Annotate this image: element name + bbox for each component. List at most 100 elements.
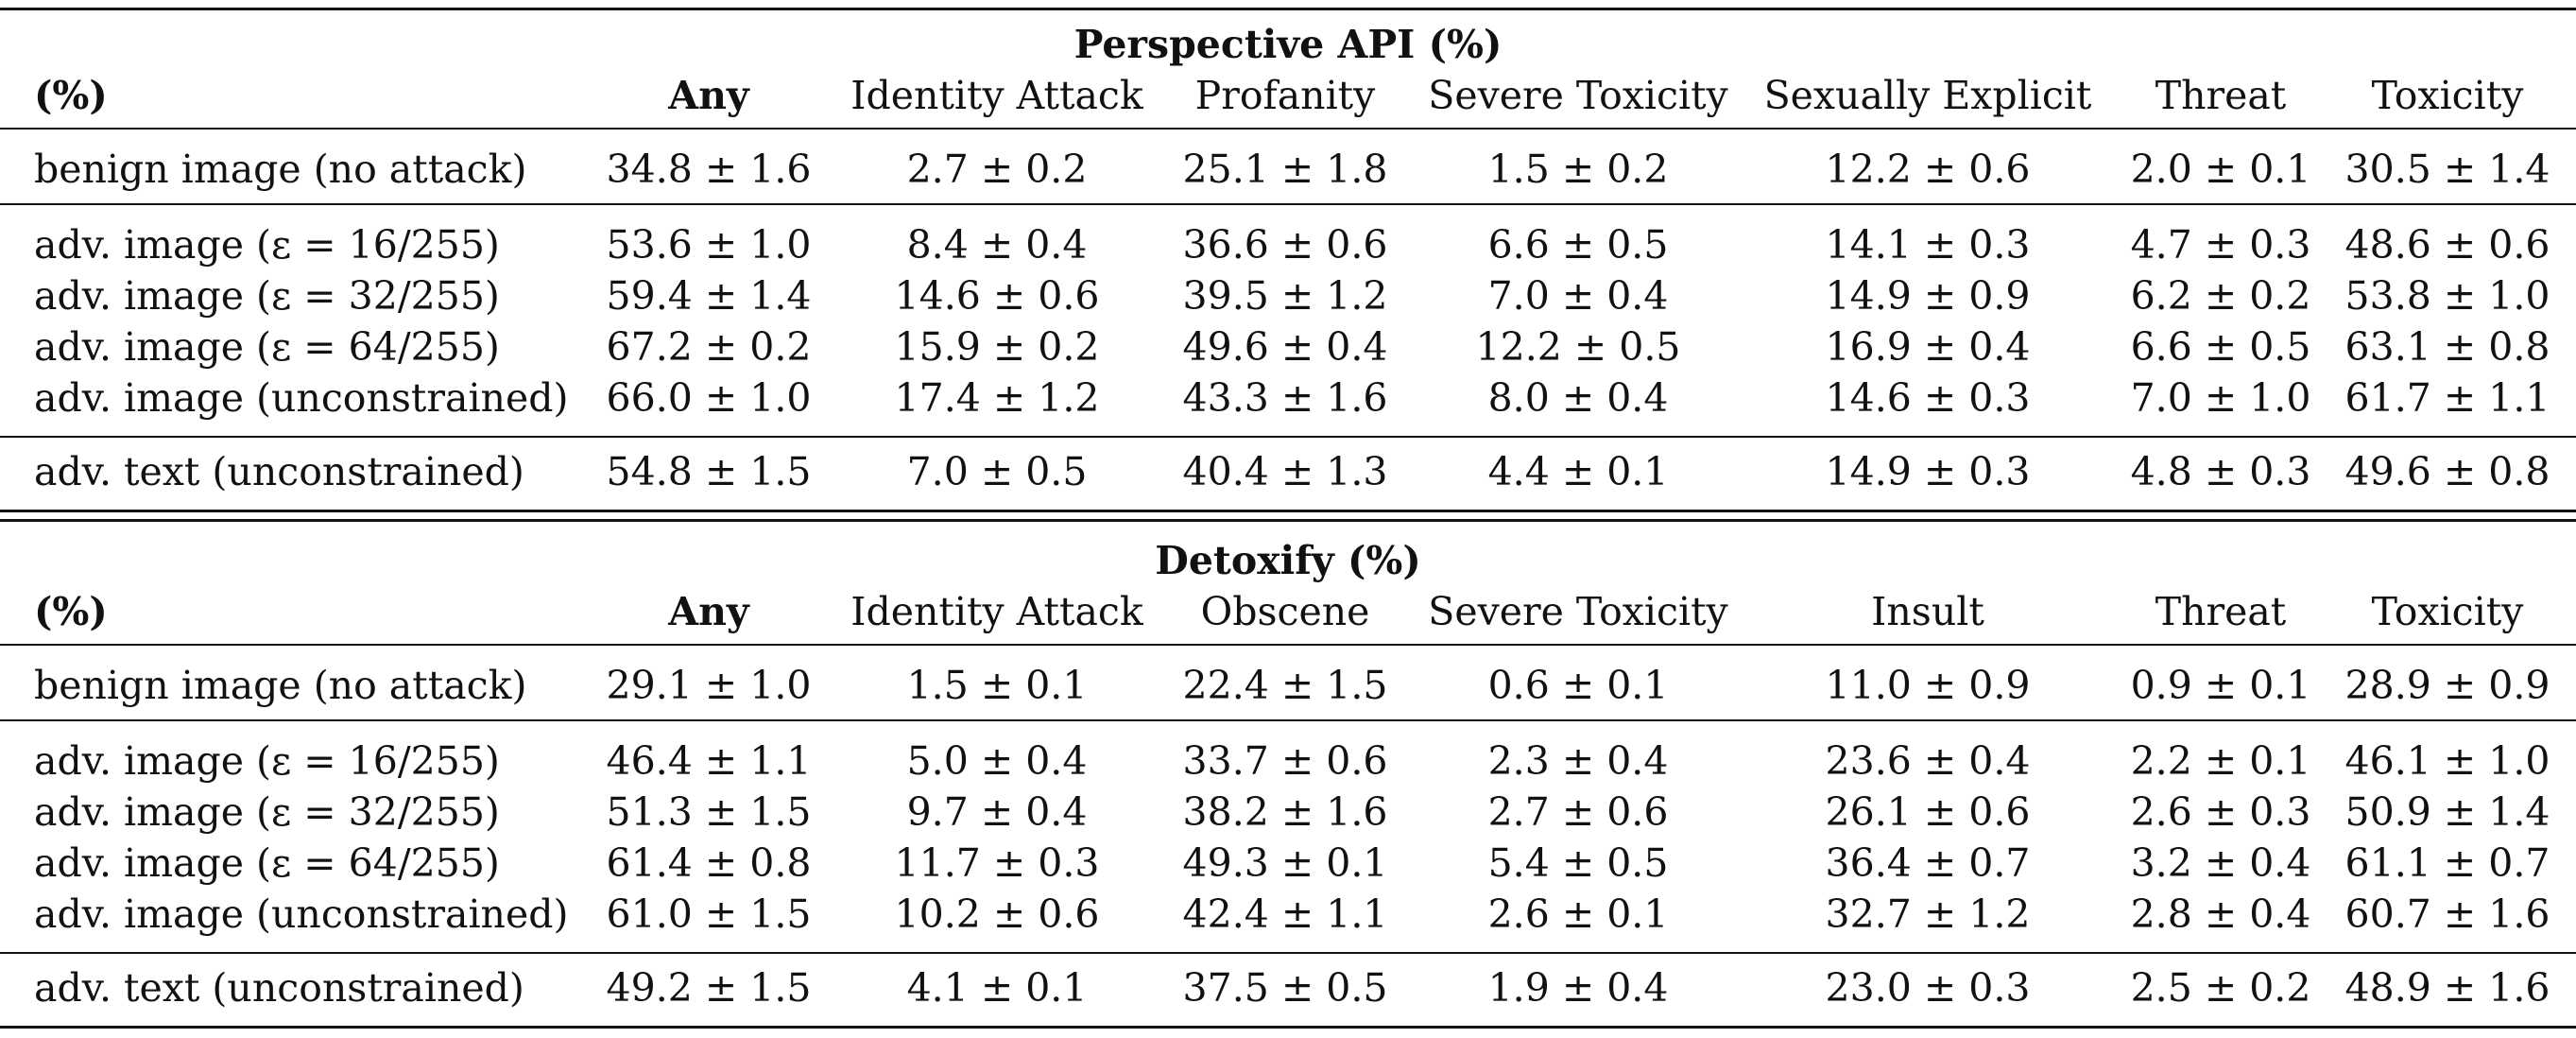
cell: 9.7 ± 0.4 xyxy=(906,789,1088,835)
cell: 48.9 ± 1.6 xyxy=(2344,965,2550,1011)
cell: 2.8 ± 0.4 xyxy=(2130,891,2311,937)
cell: 15.9 ± 0.2 xyxy=(894,324,1100,370)
cell: 40.4 ± 1.3 xyxy=(1182,449,1388,494)
header-unit: (%) xyxy=(34,73,108,118)
cell: 2.6 ± 0.1 xyxy=(1487,891,1669,937)
rule xyxy=(0,436,2576,438)
cell: 7.0 ± 0.4 xyxy=(1487,273,1669,319)
cell: 66.0 ± 1.0 xyxy=(606,375,812,421)
cell: 14.9 ± 0.3 xyxy=(1825,449,2031,494)
cell: 67.2 ± 0.2 xyxy=(606,324,812,370)
cell: 2.3 ± 0.4 xyxy=(1487,738,1669,784)
cell: 1.5 ± 0.1 xyxy=(906,663,1088,708)
cell: 6.2 ± 0.2 xyxy=(2130,273,2311,319)
cell: 14.1 ± 0.3 xyxy=(1825,222,2031,268)
cell: 4.7 ± 0.3 xyxy=(2130,222,2311,268)
cell: 10.2 ± 0.6 xyxy=(894,891,1100,937)
row-label: adv. image (ε = 64/255) xyxy=(34,324,500,370)
cell: 32.7 ± 1.2 xyxy=(1825,891,2031,937)
header-any: Any xyxy=(668,589,749,634)
rule xyxy=(0,952,2576,954)
cell: 16.9 ± 0.4 xyxy=(1825,324,2031,370)
row-label: adv. text (unconstrained) xyxy=(34,965,524,1011)
header-obscene: Obscene xyxy=(1200,589,1370,634)
cell: 28.9 ± 0.9 xyxy=(2344,663,2550,708)
row-label: adv. image (ε = 64/255) xyxy=(34,840,500,886)
rule xyxy=(0,128,2576,130)
header-identity-attack: Identity Attack xyxy=(850,589,1143,634)
table-row: adv. image (unconstrained) 61.0 ± 1.5 10… xyxy=(0,889,2576,940)
rule xyxy=(0,203,2576,205)
header-severe-toxicity: Severe Toxicity xyxy=(1428,589,1728,634)
cell: 50.9 ± 1.4 xyxy=(2344,789,2550,835)
cell: 25.1 ± 1.8 xyxy=(1182,147,1388,192)
row-label: adv. image (ε = 32/255) xyxy=(34,273,500,319)
cell: 0.9 ± 0.1 xyxy=(2130,663,2311,708)
cell: 22.4 ± 1.5 xyxy=(1182,663,1388,708)
table-row: benign image (no attack) 29.1 ± 1.0 1.5 … xyxy=(0,660,2576,711)
cell: 12.2 ± 0.5 xyxy=(1475,324,1681,370)
cell: 51.3 ± 1.5 xyxy=(606,789,812,835)
rule xyxy=(0,719,2576,721)
header-profanity: Profanity xyxy=(1194,73,1376,118)
cell: 2.5 ± 0.2 xyxy=(2130,965,2311,1011)
cell: 49.3 ± 0.1 xyxy=(1182,840,1388,886)
cell: 5.0 ± 0.4 xyxy=(906,738,1088,784)
header-sexually-explicit: Sexually Explicit xyxy=(1763,73,2092,118)
row-label: adv. image (unconstrained) xyxy=(34,891,569,937)
detoxify-header-row: (%) Any Identity Attack Obscene Severe T… xyxy=(0,586,2576,637)
cell: 17.4 ± 1.2 xyxy=(894,375,1100,421)
cell: 23.0 ± 0.3 xyxy=(1825,965,2031,1011)
cell: 2.7 ± 0.6 xyxy=(1487,789,1669,835)
header-threat: Threat xyxy=(2155,73,2287,118)
cell: 7.0 ± 0.5 xyxy=(906,449,1088,494)
header-identity-attack: Identity Attack xyxy=(850,73,1143,118)
row-label: adv. text (unconstrained) xyxy=(34,449,524,494)
row-label: adv. image (ε = 16/255) xyxy=(34,222,500,268)
cell: 11.0 ± 0.9 xyxy=(1825,663,2031,708)
cell: 61.7 ± 1.1 xyxy=(2344,375,2550,421)
table-row: adv. image (unconstrained) 66.0 ± 1.0 17… xyxy=(0,372,2576,424)
cell: 37.5 ± 0.5 xyxy=(1182,965,1388,1011)
cell: 8.0 ± 0.4 xyxy=(1487,375,1669,421)
cell: 1.5 ± 0.2 xyxy=(1487,147,1669,192)
cell: 34.8 ± 1.6 xyxy=(606,147,812,192)
cell: 29.1 ± 1.0 xyxy=(606,663,812,708)
cell: 61.1 ± 0.7 xyxy=(2344,840,2550,886)
perspective-header-row: (%) Any Identity Attack Profanity Severe… xyxy=(0,70,2576,121)
cell: 53.6 ± 1.0 xyxy=(606,222,812,268)
bottom-rule xyxy=(0,1026,2576,1029)
rule xyxy=(0,644,2576,646)
table-row: adv. image (ε = 32/255) 51.3 ± 1.5 9.7 ±… xyxy=(0,787,2576,838)
cell: 26.1 ± 0.6 xyxy=(1825,789,2031,835)
cell: 61.4 ± 0.8 xyxy=(606,840,812,886)
cell: 4.8 ± 0.3 xyxy=(2130,449,2311,494)
cell: 3.2 ± 0.4 xyxy=(2130,840,2311,886)
cell: 11.7 ± 0.3 xyxy=(894,840,1100,886)
top-rule xyxy=(0,8,2576,10)
table-row: adv. text (unconstrained) 49.2 ± 1.5 4.1… xyxy=(0,962,2576,1013)
header-severe-toxicity: Severe Toxicity xyxy=(1428,73,1728,118)
cell: 36.4 ± 0.7 xyxy=(1825,840,2031,886)
cell: 2.2 ± 0.1 xyxy=(2130,738,2311,784)
cell: 49.2 ± 1.5 xyxy=(606,965,812,1011)
header-toxicity: Toxicity xyxy=(2371,73,2524,118)
row-label: adv. image (ε = 32/255) xyxy=(34,789,500,835)
cell: 49.6 ± 0.4 xyxy=(1182,324,1388,370)
cell: 4.4 ± 0.1 xyxy=(1487,449,1669,494)
cell: 5.4 ± 0.5 xyxy=(1487,840,1669,886)
header-insult: Insult xyxy=(1871,589,1984,634)
cell: 2.0 ± 0.1 xyxy=(2130,147,2311,192)
row-label: adv. image (ε = 16/255) xyxy=(34,738,500,784)
table-row: adv. text (unconstrained) 54.8 ± 1.5 7.0… xyxy=(0,446,2576,497)
cell: 7.0 ± 1.0 xyxy=(2130,375,2311,421)
cell: 6.6 ± 0.5 xyxy=(2130,324,2311,370)
cell: 0.6 ± 0.1 xyxy=(1487,663,1669,708)
cell: 36.6 ± 0.6 xyxy=(1182,222,1388,268)
table-row: adv. image (ε = 32/255) 59.4 ± 1.4 14.6 … xyxy=(0,270,2576,321)
cell: 14.6 ± 0.6 xyxy=(894,273,1100,319)
cell: 63.1 ± 0.8 xyxy=(2344,324,2550,370)
header-toxicity: Toxicity xyxy=(2371,589,2524,634)
cell: 14.9 ± 0.9 xyxy=(1825,273,2031,319)
